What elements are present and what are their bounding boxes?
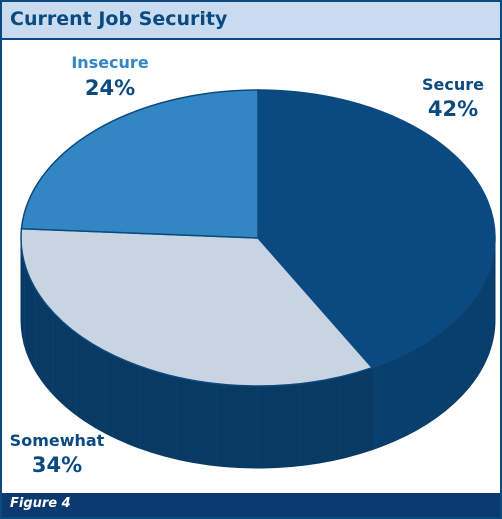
chart-title: Current Job Security — [10, 8, 228, 30]
pie-slice-secure — [257, 89, 496, 369]
figure-footer: Figure 4 — [2, 493, 500, 517]
slice-label-somewhat: Somewhat — [10, 431, 105, 450]
pie-slice-insecure — [20, 89, 259, 239]
figure-caption: Figure 4 — [10, 496, 71, 511]
pie-slice-somewhat — [20, 227, 374, 387]
slice-value-insecure: 24% — [85, 76, 135, 100]
slice-value-somewhat: 34% — [32, 453, 82, 477]
slice-value-secure: 42% — [428, 97, 478, 121]
title-bar: Current Job Security — [2, 2, 500, 40]
slice-label-insecure: Insecure — [71, 53, 148, 72]
slice-label-secure: Secure — [422, 75, 484, 94]
pie-tops — [20, 89, 496, 387]
pie-labels: Secure 42% Somewhat 34% Insecure 24% — [10, 53, 484, 477]
